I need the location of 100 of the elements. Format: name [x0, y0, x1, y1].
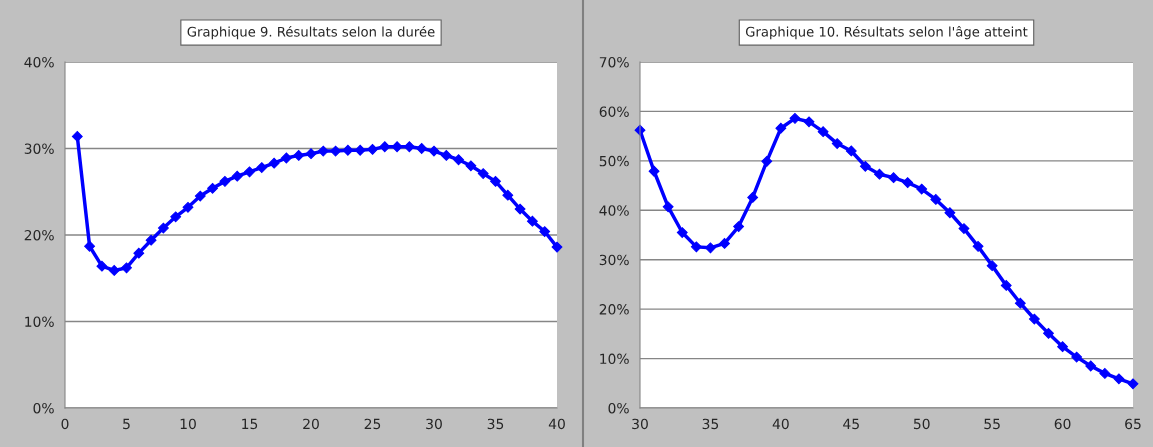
point [416, 143, 428, 154]
x-tick-label: 55 [984, 418, 1000, 430]
point [428, 145, 440, 157]
y-tick-label: 30% [599, 254, 629, 266]
y-tick-label: 10% [600, 353, 629, 365]
y-tick-label: 20% [599, 304, 629, 315]
x-tick-label: 35 [702, 418, 719, 430]
point [1000, 279, 1012, 291]
point [930, 193, 942, 205]
point [733, 221, 745, 233]
point [944, 207, 956, 219]
y-tick-label: 0% [33, 402, 54, 414]
point [551, 241, 563, 253]
point [648, 165, 660, 177]
point [268, 157, 280, 169]
x-tick-label: 25 [364, 418, 381, 430]
x-tick-label: 65 [1125, 418, 1141, 430]
point [676, 227, 688, 238]
point [1071, 351, 1083, 363]
point [1057, 341, 1068, 353]
x-tick-label: 45 [843, 418, 859, 430]
point [440, 149, 452, 161]
point [916, 183, 928, 195]
point [888, 172, 899, 184]
point [96, 260, 108, 272]
point [986, 260, 998, 272]
point [194, 190, 206, 202]
point [972, 240, 984, 252]
y-tick-label: 40% [24, 56, 54, 68]
x-tick-label: 60 [1054, 418, 1071, 430]
point [719, 237, 730, 249]
point [71, 130, 83, 142]
point [305, 148, 317, 160]
point [874, 168, 885, 180]
point [817, 126, 829, 138]
point [803, 116, 815, 128]
x-tick-label: 20 [303, 418, 319, 430]
point [514, 203, 526, 215]
point [219, 175, 231, 187]
point [477, 168, 489, 180]
point [231, 170, 243, 182]
chart-title: Graphique 9. Résultats selon la durée [187, 25, 435, 40]
point [662, 201, 674, 213]
point [526, 215, 538, 227]
point [84, 240, 96, 252]
point [133, 247, 145, 259]
point [490, 175, 501, 187]
point [747, 192, 759, 203]
x-tick-label: 40 [772, 418, 789, 430]
point [280, 152, 292, 164]
point [367, 143, 378, 155]
y-tick-label: 20% [24, 229, 54, 241]
point [207, 182, 219, 194]
point [1085, 360, 1097, 372]
x-tick-label: 10 [180, 418, 196, 430]
point [859, 160, 871, 172]
point [958, 223, 970, 234]
point [121, 262, 132, 274]
point [789, 112, 801, 124]
point [157, 222, 169, 234]
point [761, 155, 773, 167]
point [1127, 378, 1139, 390]
point [775, 122, 787, 134]
y-tick-label: 60% [599, 106, 629, 117]
point [256, 162, 268, 173]
point [831, 138, 843, 149]
point [705, 242, 716, 254]
point [453, 154, 465, 166]
point [1099, 367, 1111, 379]
point [465, 160, 477, 172]
y-tick-label: 70% [599, 56, 629, 68]
point [108, 265, 120, 276]
point [539, 226, 551, 237]
x-tick-label: 0 [61, 418, 69, 430]
point [502, 189, 514, 201]
point [145, 234, 157, 246]
point [845, 145, 857, 157]
y-tick-label: 10% [25, 316, 54, 327]
x-tick-label: 40 [548, 418, 565, 430]
point [244, 166, 255, 178]
point [1014, 297, 1026, 309]
point [902, 177, 914, 189]
point [182, 201, 194, 213]
y-tick-label: 40% [599, 205, 629, 216]
y-tick-label: 30% [24, 143, 54, 154]
x-tick-label: 50 [913, 418, 930, 430]
x-tick-label: 30 [426, 418, 442, 430]
y-tick-label: 0% [608, 402, 629, 414]
chart-title: Graphique 10. Résultats selon l'âge atteint [745, 25, 1028, 40]
point [317, 145, 329, 157]
y-tick-label: 50% [599, 155, 629, 167]
point [170, 211, 182, 223]
point [1028, 313, 1040, 325]
point [293, 149, 305, 161]
point [1113, 373, 1125, 385]
x-tick-label: 15 [242, 418, 258, 430]
x-tick-label: 5 [123, 418, 130, 430]
x-tick-label: 30 [632, 418, 648, 430]
x-tick-label: 35 [487, 418, 504, 430]
point [1043, 327, 1054, 339]
